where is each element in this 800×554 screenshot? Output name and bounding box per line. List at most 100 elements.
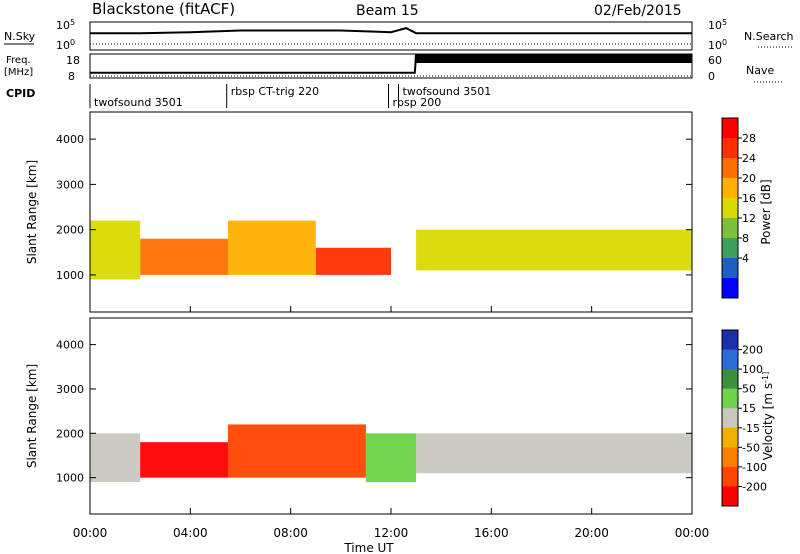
cpid-row: CPID twofsound 3501 rbsp CT-trig 220 rbsp … — [6, 84, 491, 109]
colorbar-tick-label: 28 — [742, 132, 756, 145]
colorbar-cell — [722, 198, 738, 219]
freq-unit: [MHz] — [4, 67, 33, 78]
heatmap-band — [365, 433, 417, 483]
y-tick-label: 1000 — [56, 269, 84, 282]
nsky-panel: N.Sky 105 100 105 100 N.Search — [4, 18, 794, 53]
colorbar-tick-label: 50 — [742, 383, 756, 396]
colorbar-tick-label: 100 — [742, 363, 763, 376]
heatmap-band — [227, 220, 316, 275]
colorbar-frame — [721, 329, 739, 507]
nsky-left-tick-bottom: 100 — [56, 38, 75, 53]
y-tick-label: 3000 — [56, 178, 84, 191]
colorbar-cell — [722, 466, 738, 487]
colorbar-cell — [722, 427, 738, 448]
x-axis-label: Time UT — [343, 541, 394, 554]
beam-title: Beam 15 — [356, 3, 419, 19]
y-tick-label: 2000 — [56, 224, 84, 237]
heatmap-band — [416, 433, 692, 474]
colorbar-cell — [722, 258, 738, 279]
x-tick-label: 00:00 — [73, 526, 108, 540]
colorbar-tick-label: -50 — [742, 441, 760, 454]
colorbar-cell — [722, 138, 738, 159]
colorbar-cell — [722, 369, 738, 390]
cpid-segment-label: rbsp CT-trig 220 — [231, 85, 319, 98]
heatmap-band — [90, 433, 141, 483]
colorbar-cell — [722, 238, 738, 259]
heatmap-band — [227, 424, 366, 478]
x-tick-label: 16:00 — [474, 526, 509, 540]
heatmap-band — [140, 442, 228, 478]
x-tick-label: 12:00 — [374, 526, 409, 540]
nsky-right-tick-bottom: 100 — [708, 38, 727, 53]
power-panel: 1000 2000 3000 4000 Slant Range [km] 28 24 20… — [25, 111, 773, 313]
colorbar-cell — [722, 330, 738, 351]
heatmap-band — [416, 229, 692, 271]
heatmap-band — [315, 247, 391, 275]
colorbar-cell — [722, 388, 738, 409]
colorbar-tick-label: 24 — [742, 152, 756, 165]
colorbar-tick-label: 8 — [742, 232, 749, 245]
nsky-trace — [90, 27, 692, 45]
velocity-heatmap — [90, 424, 692, 483]
freq-trace — [90, 54, 692, 77]
cpid-segment-label: twofsound 3501 — [403, 85, 492, 98]
freq-label: Freq. — [6, 55, 31, 66]
nsearch-label: N.Search — [744, 30, 794, 43]
colorbar-cell — [722, 486, 738, 507]
y-tick-label: 2000 — [56, 427, 84, 440]
x-tick-label: 20:00 — [574, 526, 609, 540]
velocity-colorbar: 200 100 50 15 -15 -50 -100 -200 — [721, 329, 767, 507]
velocity-panel: 1000 2000 3000 4000 Slant Range [km] 200 100… — [25, 317, 776, 515]
nsky-right-tick-top: 105 — [708, 18, 727, 33]
colorbar-tick-label: -15 — [742, 422, 760, 435]
colorbar-tick-label: 15 — [742, 402, 756, 415]
freq-panel: Freq. [MHz] 18 8 60 0 Nave — [4, 53, 784, 83]
power-colorbar-label: Power [dB] — [759, 179, 773, 244]
nave-right-tick-bottom: 0 — [708, 70, 715, 83]
x-tick-label: 08:00 — [273, 526, 308, 540]
colorbar-cell — [722, 178, 738, 199]
velocity-yaxis: 1000 2000 3000 4000 — [56, 339, 692, 485]
cpid-label: CPID — [6, 87, 35, 100]
date-title: 02/Feb/2015 — [594, 3, 682, 19]
x-axis: 00:00 04:00 08:00 12:00 16:00 20:00 00:00 — [73, 306, 710, 540]
freq-left-tick-bottom: 8 — [68, 70, 75, 83]
colorbar-tick-label: -200 — [742, 480, 767, 493]
station-title: Blackstone (fitACF) — [92, 0, 235, 18]
velocity-colorbar-label: Velocity [m s-1] — [761, 372, 776, 460]
heatmap-band — [90, 220, 141, 280]
y-tick-label: 1000 — [56, 472, 84, 485]
nave-fill — [414, 55, 692, 63]
power-ylabel: Slant Range [km] — [25, 160, 39, 264]
colorbar-cell — [722, 158, 738, 179]
colorbar-tick-label: 12 — [742, 212, 756, 225]
colorbar-tick-label: 4 — [742, 252, 749, 265]
colorbar-cell — [722, 218, 738, 239]
y-tick-label: 4000 — [56, 339, 84, 352]
colorbar-frame — [721, 117, 739, 299]
colorbar-cell — [722, 349, 738, 370]
y-tick-label: 4000 — [56, 133, 84, 146]
heatmap-band — [140, 238, 228, 275]
power-yaxis: 1000 2000 3000 4000 — [56, 133, 692, 282]
colorbar-cell — [722, 447, 738, 468]
colorbar-cell — [722, 278, 738, 299]
cpid-segment-label: rbsp 200 — [392, 96, 441, 109]
colorbar-tick-label: 16 — [742, 192, 756, 205]
x-tick-label: 04:00 — [173, 526, 208, 540]
freq-left-tick-top: 18 — [66, 54, 80, 67]
colorbar-tick-label: 20 — [742, 172, 756, 185]
colorbar-tick-label: -100 — [742, 461, 767, 474]
nave-label: Nave — [746, 64, 774, 77]
colorbar-cell — [722, 118, 738, 139]
nave-right-tick-top: 60 — [708, 54, 722, 67]
velocity-ylabel: Slant Range [km] — [25, 364, 39, 468]
x-tick-label: 00:00 — [675, 526, 710, 540]
y-tick-label: 3000 — [56, 383, 84, 396]
power-heatmap — [90, 220, 692, 280]
nsky-label: N.Sky — [4, 30, 36, 43]
nsky-left-tick-top: 105 — [56, 18, 75, 33]
power-colorbar: 28 24 20 16 12 8 4 — [721, 117, 756, 299]
colorbar-tick-label: 200 — [742, 344, 763, 357]
